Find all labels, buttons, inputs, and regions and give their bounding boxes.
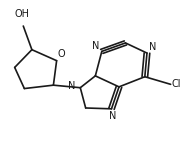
Text: OH: OH [14, 9, 29, 19]
Text: N: N [109, 111, 117, 121]
Text: N: N [68, 81, 75, 91]
Text: N: N [92, 41, 99, 51]
Text: O: O [58, 49, 65, 59]
Text: Cl: Cl [172, 79, 181, 89]
Text: N: N [149, 42, 156, 52]
